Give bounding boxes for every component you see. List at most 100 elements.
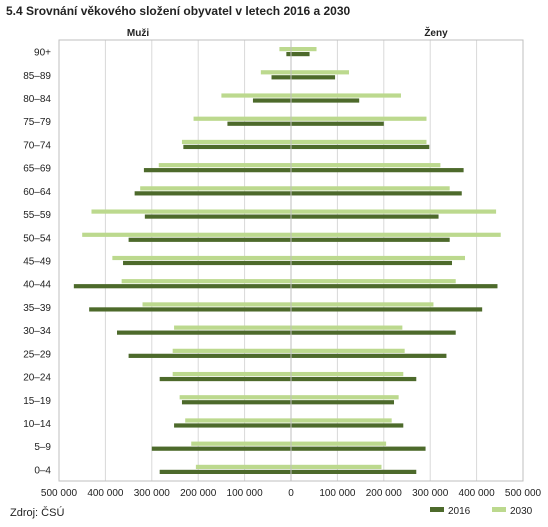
bar-men-2030 [142,302,291,307]
legend-swatch-2016 [430,507,444,512]
age-group-label: 90+ [34,48,51,59]
age-group-label: 5–9 [34,442,51,453]
age-group-label: 85–89 [23,71,51,82]
legend-label-2016: 2016 [448,506,471,517]
bar-men-2016 [123,260,291,266]
x-tick-label: 300 000 [134,488,171,499]
bar-women-2016 [291,144,430,150]
bar-women-2030 [291,209,497,214]
bar-men-2030 [179,395,291,400]
bar-men-2016 [144,214,291,219]
legend: 2016 2030 [430,506,533,517]
bar-men-2016 [174,423,291,428]
bar-men-2016 [134,191,291,196]
bar-women-2030 [291,348,405,353]
x-tick-label: 200 000 [366,488,403,499]
bar-women-2016 [291,469,417,474]
bar-women-2030 [291,47,317,52]
bar-women-2016 [291,330,456,335]
age-group-label: 50–54 [23,233,51,244]
bar-women-2030 [291,116,427,121]
x-tick-label: 400 000 [87,488,124,499]
bar-women-2030 [291,163,441,168]
bar-women-2016 [291,376,417,382]
age-group-label: 25–29 [23,349,51,360]
bar-men-2030 [158,163,291,168]
bar-women-2016 [291,168,464,173]
bar-men-2016 [183,144,291,150]
bar-men-2016 [73,284,292,289]
age-group-label: 15–19 [23,396,51,407]
bar-men-2016 [271,75,291,80]
bar-women-2016 [291,423,404,428]
x-tick-label: 0 [288,488,294,499]
men-group-label: Muži [127,28,149,39]
bar-women-2016 [291,446,426,451]
bar-women-2030 [291,93,401,98]
age-group-label: 55–59 [23,210,51,221]
bar-men-2016 [143,168,291,173]
bar-men-2030 [193,116,291,121]
bar-men-2030 [82,232,291,237]
bar-women-2030 [291,186,450,191]
bar-men-2016 [151,446,291,451]
bar-women-2016 [291,98,360,103]
age-group-label: 10–14 [23,419,51,430]
x-tick-label: 400 000 [459,488,496,499]
age-group-label: 0–4 [34,465,51,476]
bar-women-2016 [291,237,450,242]
bar-men-2016 [159,469,291,474]
age-group-label: 30–34 [23,326,51,337]
source-note: Zdroj: ČSÚ [10,507,65,519]
bar-men-2016 [128,353,291,358]
bar-women-2030 [291,302,434,307]
bar-women-2016 [291,52,310,57]
women-group-label: Ženy [424,26,448,39]
bar-men-2016 [117,330,291,335]
bar-women-2016 [291,400,395,405]
bar-men-2016 [89,307,291,312]
bar-men-2030 [91,209,291,214]
x-tick-label: 100 000 [319,488,356,499]
bar-women-2030 [291,395,399,400]
bar-men-2030 [279,47,291,52]
bar-women-2016 [291,260,453,266]
age-group-label: 20–24 [23,373,51,384]
x-tick-label: 500 000 [41,488,78,499]
age-group-label: 35–39 [23,303,51,314]
legend-label-2030: 2030 [510,506,533,517]
bar-women-2030 [291,232,501,237]
age-group-label: 45–49 [23,257,51,268]
bar-men-2030 [112,255,291,261]
bar-men-2030 [185,418,291,423]
age-group-label: 80–84 [23,94,51,105]
bar-men-2030 [191,441,291,446]
bar-women-2030 [291,70,349,75]
bar-women-2030 [291,139,427,145]
legend-swatch-2030 [492,507,506,512]
bar-men-2030 [172,348,291,353]
bar-men-2030 [195,464,291,469]
bar-men-2030 [260,70,291,75]
x-tick-label: 200 000 [180,488,217,499]
bar-women-2030 [291,441,387,446]
bar-women-2030 [291,255,465,261]
age-group-label: 40–44 [23,280,51,291]
x-tick-label: 500 000 [505,488,542,499]
bar-men-2030 [174,325,291,330]
bar-men-2030 [140,186,291,191]
plot-area: 500 000 400 000 300 000 200 000 100 000 0 100 … [23,39,542,499]
age-group-label: 60–64 [23,187,51,198]
age-group-label: 75–79 [23,117,51,128]
bar-women-2030 [291,464,382,469]
bar-men-2016 [227,121,291,126]
bar-men-2030 [121,279,291,284]
x-tick-label: 100 000 [227,488,264,499]
age-group-label: 70–74 [23,140,51,151]
age-group-label: 65–69 [23,164,51,175]
chart-title: 5.4 Srovnání věkového složení obyvatel v… [6,4,351,18]
bar-women-2016 [291,307,483,312]
bar-women-2030 [291,279,456,284]
bar-men-2016 [159,376,291,382]
